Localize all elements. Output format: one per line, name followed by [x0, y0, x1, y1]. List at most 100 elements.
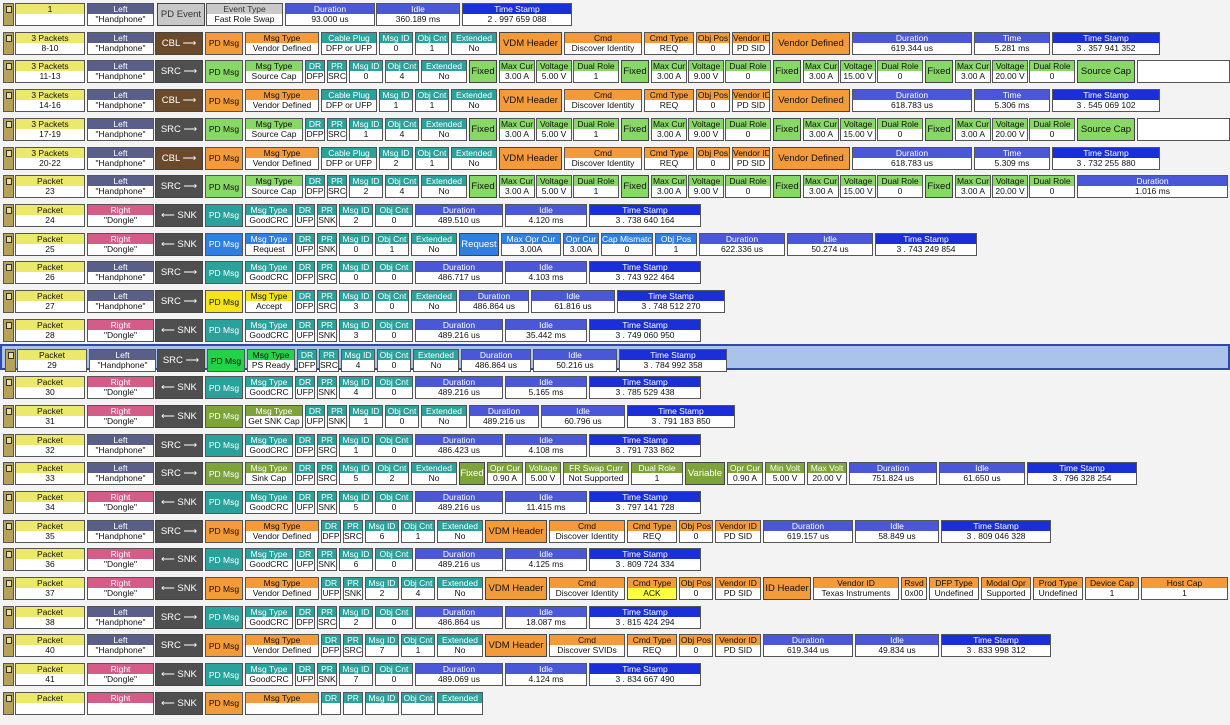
voltage-header: Voltage — [993, 61, 1027, 72]
packet-expand-icon[interactable] — [3, 318, 14, 342]
vendor-id-value: PD SID — [733, 100, 769, 112]
id-vendor-id: Vendor ID Texas Instruments — [813, 577, 899, 600]
packet-expand-icon[interactable] — [3, 290, 14, 313]
msg-type: Msg Type Vendor Defined — [245, 519, 319, 543]
max-cur-value: 3.00 A — [652, 128, 686, 140]
packet-expand-icon[interactable] — [3, 691, 14, 715]
dr-value: UFP — [296, 214, 314, 226]
direction-cell-header: Right — [88, 664, 153, 675]
fixed-pdo-tag: Fixed — [773, 60, 801, 84]
msg-id-header: Msg ID — [366, 520, 398, 531]
obj-cnt-value: 1 — [416, 100, 448, 112]
trace-row[interactable]: Packet 34 Right "Dongle" ⟵ SNK PD Msg Msg Type… — [0, 488, 1230, 514]
dual-role-header: Dual Role — [574, 176, 618, 187]
packet-expand-icon[interactable] — [3, 203, 14, 227]
packet-expand-icon[interactable] — [3, 376, 14, 400]
time-stamp-header: Time Stamp — [618, 291, 724, 301]
trace-row[interactable]: Packet 36 Right "Dongle" ⟵ SNK PD Msg Msg Type… — [0, 545, 1230, 572]
time-value: 5.281 ms — [975, 42, 1049, 54]
trace-row[interactable]: 3 Packets 11-13 Left "Handphone" SRC ⟶ PD Msg… — [0, 57, 1230, 84]
extended-value: No — [452, 157, 496, 169]
extended-header: Extended — [412, 233, 456, 244]
trace-row[interactable]: Packet 33 Left "Handphone" SRC ⟶ PD Msg Msg Ty… — [0, 459, 1230, 486]
packet-expand-icon[interactable] — [3, 548, 14, 572]
obj-cnt-header: Obj Cnt — [402, 520, 434, 531]
packet-expand-icon[interactable] — [3, 663, 14, 687]
obj-cnt-header: Obj Cnt — [376, 233, 408, 244]
idle-header: Idle — [506, 319, 586, 330]
packet-expand-icon[interactable] — [3, 605, 14, 629]
trace-row[interactable]: Packet 38 Left "Handphone" SRC ⟶ PD Msg Msg Ty… — [0, 603, 1230, 629]
trace-row[interactable]: Packet 23 Left "Handphone" SRC ⟶ PD Msg Msg Ty… — [0, 172, 1230, 199]
packet-expand-icon[interactable] — [5, 349, 16, 373]
trace-row[interactable]: Packet 29 Left "Handphone" SRC ⟶ PD Msg Msg Ty… — [0, 344, 1230, 373]
trace-row[interactable]: Packet 24 Right "Dongle" ⟵ SNK PD Msg Msg Type… — [0, 201, 1230, 227]
max-cur: Max Cur 3.00 A — [803, 117, 839, 141]
extended-value: No — [422, 71, 466, 83]
msg-type: Msg Type GoodCRC — [245, 663, 293, 687]
packet-expand-icon[interactable] — [3, 462, 14, 486]
packet-expand-icon[interactable] — [3, 60, 14, 84]
dr-value: DFP — [306, 128, 324, 140]
time-stamp-value: 3 . 784 992 358 — [620, 360, 726, 372]
packet-expand-icon[interactable] — [3, 117, 14, 141]
msg-id: Msg ID 0 — [349, 60, 383, 84]
pr-header: PR — [318, 262, 336, 273]
dual-role: Dual Role 0 — [877, 60, 923, 84]
packet-expand-icon[interactable] — [3, 577, 14, 600]
time-stamp: Time Stamp 3 . 743 249 854 — [875, 232, 977, 256]
trace-row[interactable]: 3 Packets 14-16 Left "Handphone" CBL ⟶ PD Msg… — [0, 86, 1230, 113]
packet-expand-icon[interactable] — [3, 146, 14, 170]
dr: DR UFP — [295, 490, 315, 514]
time-stamp: Time Stamp 3 . 732 255 880 — [1052, 146, 1160, 170]
packet-expand-icon[interactable] — [3, 433, 14, 457]
dual-role-header: Dual Role — [726, 61, 770, 72]
packet-expand-icon[interactable] — [3, 89, 14, 113]
trace-row[interactable]: Packet 26 Left "Handphone" SRC ⟶ PD Msg Msg Ty… — [0, 258, 1230, 285]
obj-cnt-header: Obj Cnt — [376, 549, 412, 560]
trace-row[interactable]: Packet 32 Left "Handphone" SRC ⟶ PD Msg Msg Ty… — [0, 431, 1230, 457]
packet-expand-icon[interactable] — [3, 404, 14, 428]
msg-type: Msg Type GoodCRC — [245, 490, 293, 514]
packet-expand-icon[interactable] — [3, 519, 14, 543]
cmd-value: Discover Identity — [565, 157, 641, 169]
packet-expand-icon[interactable] — [3, 232, 14, 256]
trace-row[interactable]: Packet 35 Left "Handphone" SRC ⟶ PD Msg Msg Ty… — [0, 517, 1230, 543]
max-cur-header: Max Cur — [956, 118, 990, 129]
trace-row[interactable]: Packet 31 Right "Dongle" ⟵ SNK PD Msg Msg Type… — [0, 402, 1230, 428]
trace-row[interactable]: 3 Packets 17-19 Left "Handphone" SRC ⟶ PD Msg… — [0, 115, 1230, 141]
packet-expand-icon[interactable] — [3, 175, 14, 199]
modal-opr-value: Supported — [982, 588, 1030, 599]
direction-cell: Left "Handphone" — [87, 290, 154, 313]
trace-row[interactable]: 3 Packets 8-10 Left "Handphone" CBL ⟶ PD Msg M… — [0, 29, 1230, 55]
trace-row[interactable]: Packet 25 Right "Dongle" ⟵ SNK PD Msg Msg Type… — [0, 230, 1230, 256]
trace-row[interactable]: Packet 30 Right "Dongle" ⟵ SNK PD Msg Msg Type… — [0, 373, 1230, 400]
trace-row[interactable]: Packet 28 Right "Dongle" ⟵ SNK PD Msg Msg Type… — [0, 316, 1230, 342]
trace-row[interactable]: 3 Packets 20-22 Left "Handphone" CBL ⟶ PD Msg… — [0, 144, 1230, 170]
msg-id-header: Msg ID — [366, 692, 398, 703]
packet-expand-icon[interactable] — [3, 490, 14, 514]
max-cur-value: 3.00 A — [956, 71, 990, 83]
packet-number-header: Packet — [16, 491, 84, 502]
trace-row[interactable]: Packet 41 Right "Dongle" ⟵ SNK PD Msg Msg Type… — [0, 660, 1230, 687]
cmd: Cmd Discover SVIDs — [549, 634, 625, 658]
trace-row[interactable]: Packet Right ⟵ SNK PD Msg Msg Type DR PR Msg ID… — [0, 689, 1230, 715]
vdm-header-tag: VDM Header — [485, 634, 547, 658]
trace-row[interactable]: Packet 37 Right "Dongle" ⟵ SNK PD Msg Msg Type… — [0, 574, 1230, 600]
vendor-id-value: PD SID — [716, 588, 760, 599]
idle-value: 61.816 us — [532, 301, 614, 312]
time-header: Time — [975, 147, 1049, 158]
trace-row[interactable]: Packet 27 Left "Handphone" SRC ⟶ PD Msg Msg Ty… — [0, 287, 1230, 313]
trace-row[interactable]: 1 Left "Handphone" PD Event Event Type Fast R… — [0, 0, 1230, 26]
role-src-icon: SRC ⟶ — [155, 433, 203, 457]
pr-value: SRC — [344, 645, 362, 657]
trace-row[interactable]: Packet 40 Left "Handphone" SRC ⟶ PD Msg Msg Ty… — [0, 631, 1230, 658]
packet-expand-icon[interactable] — [3, 31, 14, 55]
packet-number: 1 — [15, 3, 85, 26]
dr-header: DR — [306, 118, 324, 129]
packet-expand-icon[interactable] — [3, 634, 14, 658]
packet-expand-icon[interactable] — [3, 261, 14, 285]
packet-number-header: 3 Packets — [16, 147, 84, 158]
pr-header: PR — [328, 61, 346, 72]
packet-expand-icon[interactable] — [3, 3, 14, 26]
